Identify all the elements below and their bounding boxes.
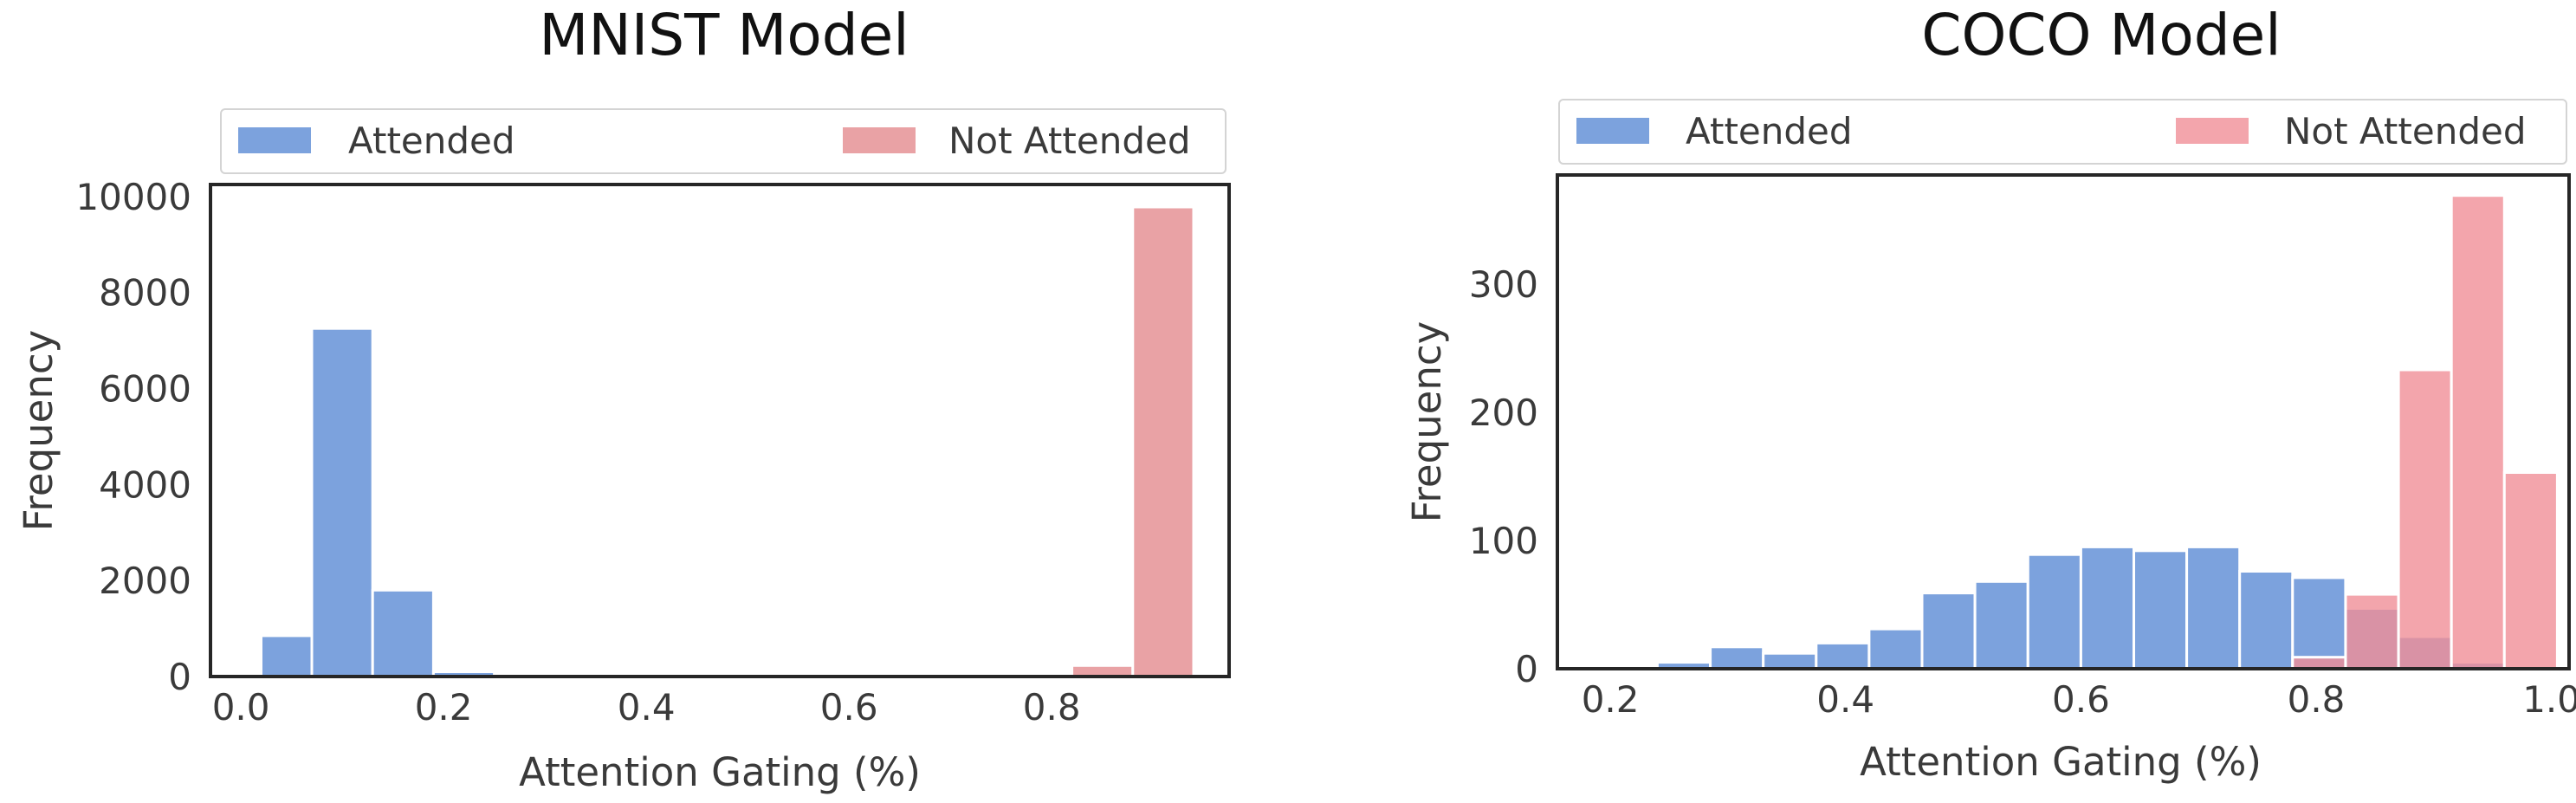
- bar-coco-attended-1: [1709, 645, 1765, 670]
- plot-frame-coco: [1556, 173, 2571, 670]
- legend-label-not-attended-coco: Not Attended: [2284, 110, 2526, 152]
- bar-coco-attended-11: [2238, 570, 2294, 670]
- legend-box-mnist: [220, 108, 1227, 174]
- x-tick-label-mnist-3: 0.6: [820, 686, 878, 729]
- bar-mnist-attended-2: [371, 588, 435, 678]
- bar-coco-attended-3: [1815, 641, 1871, 670]
- bars-mnist: [260, 205, 1195, 678]
- y-tick-label-mnist-0: 0: [168, 656, 191, 698]
- chart-coco: COCO Model Attended Not Attended 0.2 0.4 0…: [1404, 2, 2576, 785]
- bar-coco-attended-9: [2133, 549, 2189, 670]
- x-tick-label-mnist-4: 0.8: [1023, 686, 1081, 729]
- x-ticks-mnist: 0.0 0.2 0.4 0.6 0.8: [212, 686, 1081, 729]
- x-tick-label-coco-2: 0.6: [2052, 678, 2110, 721]
- y-tick-label-mnist-3: 6000: [99, 368, 191, 411]
- bar-coco-not-attended-1: [2344, 593, 2400, 670]
- y-tick-label-coco-2: 200: [1469, 392, 1538, 434]
- x-tick-label-coco-1: 0.4: [1816, 678, 1874, 721]
- bar-coco-not-attended-2: [2397, 368, 2453, 670]
- bar-coco-attended-2: [1762, 651, 1818, 670]
- bar-coco-attended-7: [2026, 553, 2082, 670]
- legend-box-coco: [1558, 99, 2567, 165]
- chart-title-coco: COCO Model: [1921, 2, 2281, 68]
- y-axis-label-coco: Frequency: [1404, 321, 1450, 522]
- x-tick-label-coco-0: 0.2: [1582, 678, 1640, 721]
- bar-coco-not-attended-3: [2450, 194, 2506, 670]
- bar-coco-attended-8: [2079, 545, 2135, 670]
- y-tick-label-mnist-1: 2000: [99, 560, 191, 602]
- x-tick-label-coco-4: 1.0: [2522, 678, 2576, 721]
- bars-coco: [1655, 194, 2559, 670]
- legend-swatch-attended-coco: [1576, 118, 1649, 144]
- legend-label-attended-coco: Attended: [1686, 110, 1853, 152]
- y-tick-label-mnist-2: 4000: [99, 463, 191, 506]
- x-tick-label-mnist-0: 0.0: [212, 686, 270, 729]
- legend-swatch-not-attended-coco: [2176, 118, 2249, 144]
- bar-coco-attended-12: [2291, 576, 2347, 670]
- x-tick-label-coco-3: 0.8: [2288, 678, 2346, 721]
- y-axis-label-mnist: Frequency: [16, 330, 61, 531]
- legend-swatch-not-attended-mnist: [843, 127, 916, 153]
- legend-label-attended-mnist: Attended: [348, 120, 515, 162]
- legend-coco: Attended Not Attended: [1558, 99, 2567, 165]
- x-tick-label-mnist-2: 0.4: [618, 686, 676, 729]
- bar-coco-attended-5: [1920, 592, 1977, 670]
- bar-mnist-attended-0: [260, 634, 314, 678]
- y-tick-label-mnist-4: 8000: [99, 272, 191, 314]
- y-ticks-coco: 0 100 200 300: [1469, 263, 1538, 690]
- y-tick-label-coco-0: 0: [1515, 648, 1538, 690]
- legend-mnist: Attended Not Attended: [220, 108, 1227, 174]
- x-axis-label-coco: Attention Gating (%): [1860, 739, 2262, 785]
- legend-label-not-attended-mnist: Not Attended: [948, 120, 1190, 162]
- y-ticks-mnist: 0 2000 4000 6000 8000 10000: [75, 176, 191, 698]
- plot-frame-mnist: [209, 183, 1231, 678]
- legend-swatch-attended-mnist: [238, 127, 311, 153]
- bar-coco-attended-4: [1867, 627, 1924, 670]
- y-tick-label-mnist-5: 10000: [75, 176, 191, 218]
- bar-coco-attended-6: [1973, 580, 2029, 670]
- bar-mnist-attended-1: [310, 327, 374, 678]
- x-ticks-coco: 0.2 0.4 0.6 0.8 1.0: [1582, 678, 2576, 721]
- y-tick-label-coco-3: 300: [1469, 263, 1538, 306]
- y-tick-label-coco-1: 100: [1469, 520, 1538, 562]
- x-tick-label-mnist-1: 0.2: [415, 686, 473, 729]
- chart-mnist: MNIST Model Attended Not Attended 0.0 0.2…: [16, 2, 1231, 795]
- bar-coco-attended-10: [2185, 545, 2242, 670]
- chart-title-mnist: MNIST Model: [539, 2, 909, 68]
- x-axis-label-mnist: Attention Gating (%): [519, 749, 921, 795]
- bar-mnist-not-attended-1: [1131, 205, 1195, 678]
- bar-coco-not-attended-4: [2502, 471, 2559, 670]
